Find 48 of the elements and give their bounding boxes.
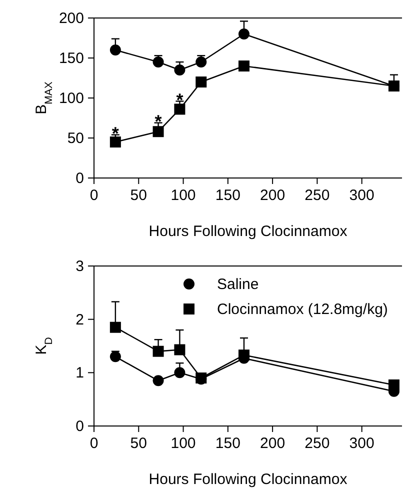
point — [152, 375, 164, 386]
x-tick-label: 0 — [90, 187, 98, 204]
x-axis-title: Hours Following Clocinnamox — [148, 223, 348, 240]
point — [152, 346, 164, 357]
annotation: * — [112, 124, 119, 144]
y-tick-label: 3 — [76, 258, 84, 275]
point — [152, 56, 164, 68]
y-tick-label: 200 — [58, 10, 84, 27]
x-tick-label: 300 — [349, 435, 374, 452]
y-tick-label: 100 — [58, 90, 84, 107]
x-tick-label: 150 — [215, 187, 240, 204]
point — [238, 350, 250, 361]
point — [110, 351, 121, 362]
x-tick-label: 50 — [130, 187, 147, 204]
annotation: * — [154, 112, 162, 132]
point — [110, 44, 121, 56]
point — [388, 379, 400, 390]
point — [174, 367, 186, 378]
point — [388, 80, 400, 92]
y-tick-label: 1 — [76, 364, 84, 382]
x-tick-label: 150 — [215, 435, 240, 452]
point — [152, 126, 164, 138]
point — [196, 76, 207, 88]
x-axis-title: Hours Following Clocinnamox — [148, 471, 348, 488]
x-tick-label: 200 — [260, 435, 286, 452]
x-tick-label: 100 — [170, 435, 196, 452]
point — [174, 64, 186, 76]
x-tick-label: 50 — [130, 435, 147, 452]
point — [238, 28, 250, 40]
point — [196, 56, 207, 68]
legend-label: Clocinnamox (12.8mg/kg) — [217, 301, 388, 318]
x-tick-label: 100 — [170, 187, 196, 204]
point — [110, 322, 121, 333]
y-tick-label: 2 — [76, 311, 84, 328]
y-tick-label: 150 — [58, 50, 84, 67]
x-tick-label: 0 — [90, 435, 98, 452]
annotation: * — [176, 90, 184, 110]
y-tick-label: 50 — [67, 130, 84, 147]
x-tick-label: 250 — [304, 187, 330, 204]
point — [238, 60, 250, 72]
point — [174, 104, 186, 115]
x-tick-label: 300 — [349, 187, 374, 204]
point — [174, 344, 186, 356]
y-tick-label: 0 — [76, 418, 84, 435]
y-tick-label: 0 — [76, 170, 84, 187]
x-tick-label: 200 — [260, 187, 286, 204]
legend-label: Saline — [217, 276, 259, 293]
x-tick-label: 250 — [304, 435, 330, 452]
